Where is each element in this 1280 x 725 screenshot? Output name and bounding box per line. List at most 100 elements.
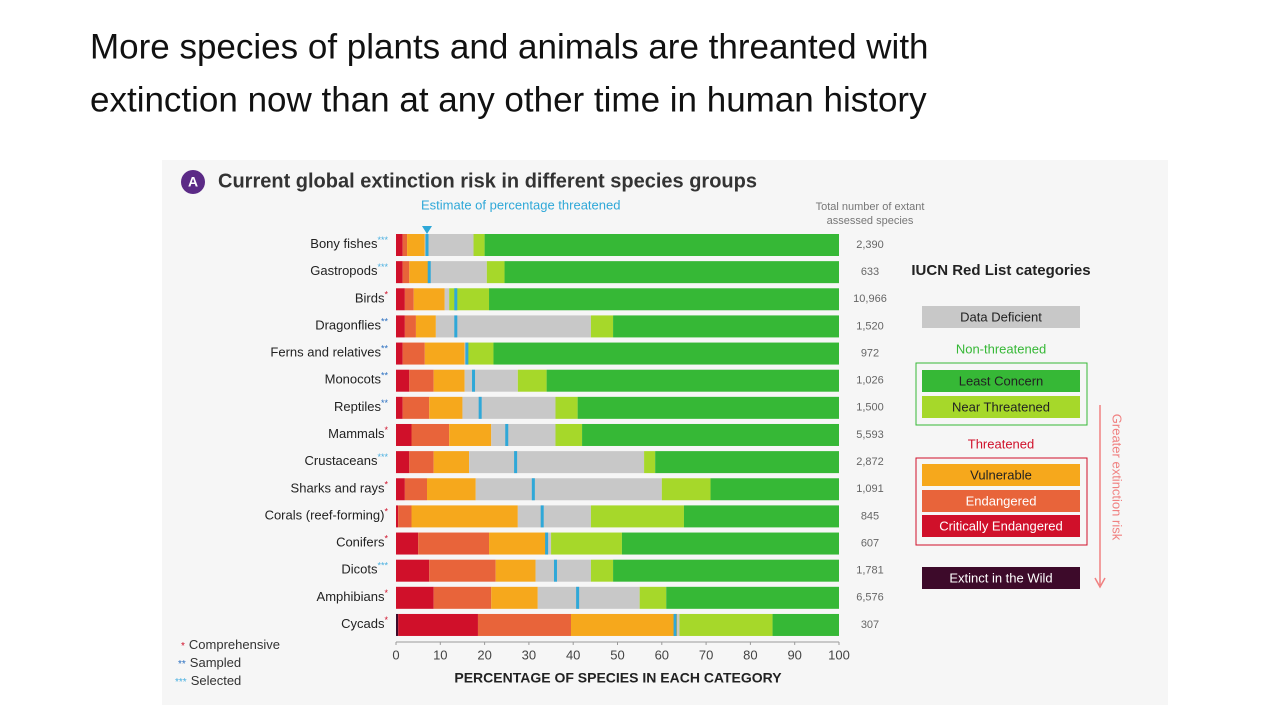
total-label: 6,576 — [856, 592, 884, 604]
assessment-legend-text: Comprehensive — [189, 637, 280, 652]
category-label: Gastropods*** — [310, 263, 388, 279]
bar-segment — [449, 288, 490, 311]
estimate-marker — [576, 586, 580, 609]
bar-segment — [415, 315, 436, 338]
bar-segment — [504, 261, 839, 284]
total-label: 1,026 — [856, 375, 884, 387]
category-label: Corals (reef-forming)* — [265, 507, 389, 523]
x-tick-label: 50 — [610, 647, 624, 662]
bar-segment — [517, 505, 591, 528]
bar-segment — [462, 396, 556, 419]
estimate-marker — [425, 234, 429, 256]
assessment-legend-marker: ** — [178, 659, 186, 670]
assessment-legend-text: Sampled — [190, 655, 241, 670]
bar-segment — [710, 478, 839, 501]
x-tick-label: 60 — [655, 647, 669, 662]
category-name: Sharks and rays — [291, 481, 385, 496]
legend-group: Threatened — [968, 436, 1035, 451]
bar-segment — [644, 451, 656, 474]
total-label: 1,781 — [856, 565, 884, 577]
x-tick-label: 70 — [699, 647, 713, 662]
assessment-marker: * — [384, 290, 388, 300]
bar-segment — [551, 532, 622, 555]
x-tick-label: 10 — [433, 647, 447, 662]
bar-segment — [469, 451, 645, 474]
x-tick-label: 100 — [828, 647, 850, 662]
legend-label: Least Concern — [959, 373, 1044, 388]
category-name: Mammals — [328, 426, 385, 441]
x-tick-label: 20 — [477, 647, 491, 662]
bar-segment — [486, 261, 505, 284]
category-name: Bony fishes — [310, 236, 378, 251]
bar-segment — [396, 369, 410, 392]
x-tick-label: 40 — [566, 647, 580, 662]
assessment-marker: ** — [381, 317, 389, 327]
slide-title: extinction now than at any other time in… — [90, 80, 927, 119]
panel-badge — [181, 170, 205, 194]
category-label: Dicots*** — [341, 561, 388, 577]
total-label: 307 — [861, 619, 879, 631]
bar-segment — [477, 613, 571, 636]
legend-group: Greater extinction risk — [1110, 414, 1125, 541]
bar-segment — [411, 505, 518, 528]
assessment-marker: * — [384, 588, 388, 598]
total-label: 2,872 — [856, 456, 884, 468]
bar-segment — [464, 369, 518, 392]
category-name: Crustaceans — [305, 454, 378, 469]
bar-segment — [466, 342, 494, 365]
category-name: Amphibians — [317, 589, 385, 604]
estimate-marker — [553, 559, 557, 582]
bar-segment — [772, 613, 839, 636]
assessment-marker: *** — [377, 452, 388, 462]
bar-segment — [546, 532, 552, 555]
bar-segment — [427, 478, 476, 501]
assessment-legend-text: Selected — [191, 673, 242, 688]
estimate-marker — [673, 613, 677, 636]
bar-segment — [435, 315, 591, 338]
bar-segment — [433, 451, 470, 474]
estimate-marker — [531, 478, 535, 501]
bar-segment — [661, 478, 711, 501]
bar-segment — [639, 586, 667, 609]
legend-frame — [915, 362, 1088, 426]
bar-segment — [489, 532, 547, 555]
category-name: Dragonflies — [315, 318, 381, 333]
bar-segment — [590, 505, 684, 528]
category-name: Corals (reef-forming) — [265, 508, 385, 523]
bar-segment — [590, 315, 614, 338]
bar-segment — [396, 261, 403, 284]
bar-segment — [517, 369, 547, 392]
category-label: Dragonflies** — [315, 317, 388, 333]
chart-title: Current global extinction risk in differ… — [218, 170, 757, 192]
bar-segment — [396, 478, 405, 501]
legend-label: Extinct in the Wild — [949, 570, 1052, 585]
bar-segment — [666, 586, 839, 609]
bar-segment — [555, 423, 583, 446]
bar-segment — [398, 505, 412, 528]
total-label: 2,390 — [856, 239, 884, 251]
legend-label: Near Threatened — [952, 399, 1050, 414]
bar-segment — [429, 559, 496, 582]
x-axis-label: PERCENTAGE OF SPECIES IN EACH CATEGORY — [454, 670, 782, 686]
category-label: Amphibians* — [317, 588, 389, 604]
category-name: Birds — [355, 291, 385, 306]
x-tick-label: 30 — [522, 647, 536, 662]
bar-segment — [396, 532, 419, 555]
bar-segment — [413, 288, 445, 311]
bar-segment — [396, 505, 399, 528]
x-tick-label: 0 — [392, 647, 399, 662]
category-name: Cycads — [341, 616, 385, 631]
total-label: 845 — [861, 510, 879, 522]
estimate-marker — [454, 288, 458, 311]
legend-swatch — [922, 396, 1080, 418]
bar-segment — [433, 586, 492, 609]
assessment-marker: * — [384, 480, 388, 490]
estimate-marker — [472, 369, 476, 392]
bar-segment — [404, 315, 416, 338]
total-label: 972 — [861, 347, 879, 359]
bar-segment — [489, 288, 839, 311]
bar-segment — [449, 423, 492, 446]
category-name: Dicots — [341, 562, 378, 577]
category-label: Ferns and relatives** — [270, 344, 388, 360]
